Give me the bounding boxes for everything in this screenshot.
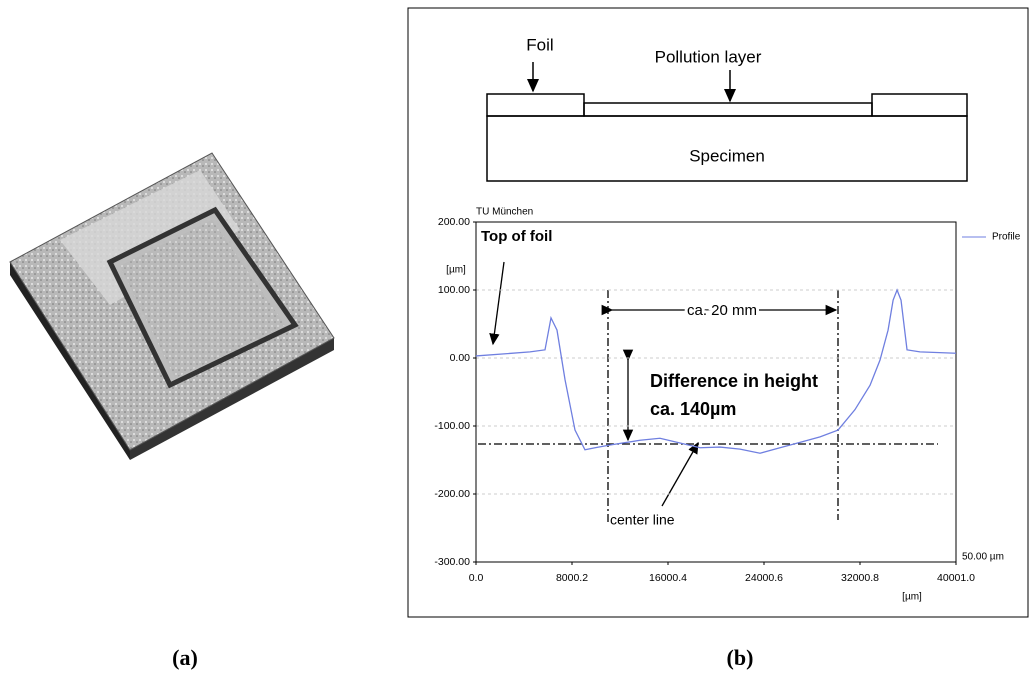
label: Pollution layer xyxy=(655,47,762,66)
label: Specimen xyxy=(689,146,765,165)
annotation: ca. 20 mm xyxy=(687,302,757,319)
source: TU München xyxy=(476,207,533,218)
specimen-image xyxy=(10,153,334,460)
x-unit: [µm] xyxy=(902,592,922,603)
arrow xyxy=(662,443,698,506)
x-tick-label: 40001.0 xyxy=(937,572,975,584)
foil-right xyxy=(872,94,967,116)
legend-label: Profile xyxy=(992,232,1021,243)
label: Foil xyxy=(526,35,553,54)
figure: (a) (b) Foil Pollution layer Specimen TU… xyxy=(0,0,1036,673)
x-tick-label: 24000.6 xyxy=(745,572,783,584)
annotation: center line xyxy=(610,512,675,528)
y-tick-label: -200.00 xyxy=(434,488,470,500)
plot-frame xyxy=(476,222,956,562)
pollution-layer xyxy=(584,103,872,116)
annotation: Difference in height xyxy=(650,371,818,391)
y-tick-label: -100.00 xyxy=(434,420,470,432)
foil-left xyxy=(487,94,584,116)
y-tick-label: 0.00 xyxy=(450,352,471,364)
panel-label: (a) xyxy=(172,645,198,670)
x-tick-label: 16000.4 xyxy=(649,572,687,584)
y-tick-label: 100.00 xyxy=(438,284,470,296)
y-tick-label: 200.00 xyxy=(438,216,470,228)
annotation: Top of foil xyxy=(481,228,552,245)
y-tick-label: -300.00 xyxy=(434,556,470,568)
x-tick-label: 32000.8 xyxy=(841,572,879,584)
arrow xyxy=(493,262,504,344)
x-tick-label: 0.0 xyxy=(469,572,484,584)
y-unit: [µm] xyxy=(446,265,466,276)
x-tick-label: 8000.2 xyxy=(556,572,588,584)
annotation: ca. 140µm xyxy=(650,399,736,419)
scale-label: 50.00 µm xyxy=(962,552,1004,563)
panel-label: (b) xyxy=(727,645,754,670)
